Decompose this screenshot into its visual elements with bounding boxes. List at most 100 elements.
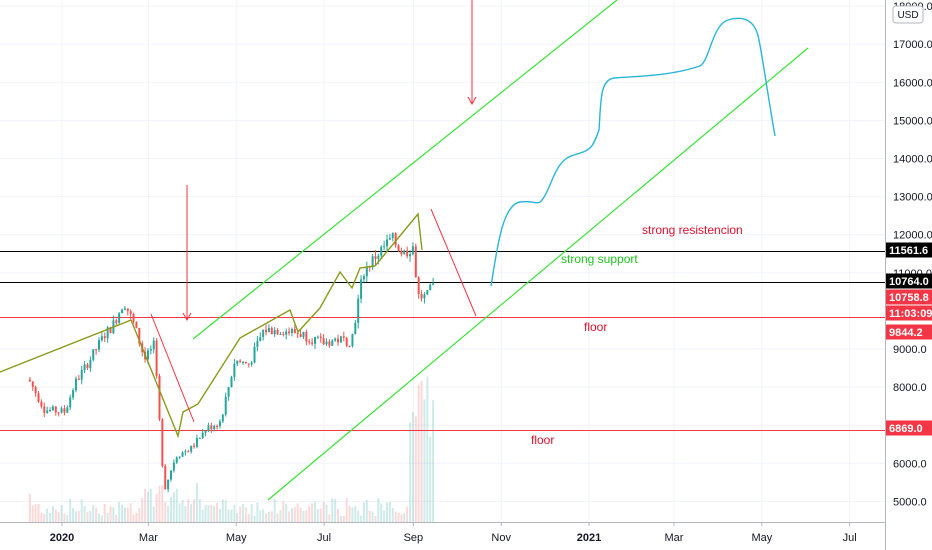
volume-bar: [161, 484, 164, 522]
down-arrow-head: [467, 96, 477, 106]
candle-body: [380, 246, 383, 256]
y-tick-label: 14000.0: [893, 154, 932, 166]
volume-bar: [311, 503, 314, 522]
volume-bar: [60, 505, 63, 522]
channel-lower-line: [267, 47, 809, 501]
candle-body: [103, 336, 106, 339]
channel-upper-line: [192, 0, 618, 340]
volume-bar: [54, 509, 57, 522]
grid: [0, 0, 885, 522]
volume-bar: [285, 503, 288, 522]
volume-bar: [331, 498, 334, 522]
candle-body: [129, 311, 132, 315]
candle-body: [308, 341, 311, 343]
volume-bar: [40, 512, 43, 522]
price-tag-label: 11:03:09: [889, 308, 932, 320]
forecast-curve: [490, 17, 776, 287]
volume-bar: [429, 436, 432, 522]
y-tick-label: 16000.0: [893, 77, 932, 89]
x-tick-label: 2021: [577, 532, 601, 544]
candle-body: [386, 239, 388, 247]
volume-bar: [423, 399, 426, 522]
annotations: strong resistencion strong support floor fl…: [531, 223, 743, 447]
volume-bar: [115, 514, 118, 522]
candle-body: [432, 283, 435, 285]
volume-bar: [224, 500, 227, 522]
volume-bar: [256, 502, 259, 522]
candle-body: [409, 254, 412, 257]
volume-bar: [388, 501, 391, 522]
volume-bar: [34, 504, 37, 522]
volume-bar: [316, 509, 319, 522]
price-tag: 10758.8: [886, 289, 932, 305]
volume-bar: [37, 503, 40, 522]
annotation-label: strong support: [561, 252, 638, 266]
candle-body: [279, 333, 282, 335]
volume-bar: [357, 510, 360, 522]
price-tag-bg: [886, 324, 932, 340]
candle-body: [282, 333, 285, 335]
candle-body: [230, 376, 233, 388]
candle-body: [259, 337, 262, 342]
volume-bar: [98, 513, 100, 522]
candle-body: [256, 341, 259, 347]
volume-bar: [377, 498, 380, 522]
candle-body: [118, 313, 121, 323]
candle-body: [302, 332, 305, 337]
volume-bar: [181, 500, 184, 522]
candle-body: [221, 414, 224, 422]
candle-body: [337, 338, 340, 343]
volume-bar: [244, 507, 247, 522]
candle-body: [383, 246, 386, 248]
volume-bar: [420, 380, 423, 522]
volume-bar: [403, 513, 406, 522]
volume-bar: [348, 505, 351, 522]
candle-body: [121, 309, 124, 314]
volume-bar: [170, 497, 172, 522]
volume-bar: [89, 511, 92, 522]
volume-bar: [213, 505, 216, 522]
candle-body: [420, 294, 423, 299]
candle-body: [69, 397, 72, 408]
currency-badge[interactable]: USD: [892, 5, 924, 24]
candle-body: [77, 378, 80, 380]
volume-bar: [368, 510, 371, 522]
candle-body: [417, 277, 420, 295]
volume-bar: [397, 512, 400, 522]
volume-bar: [86, 512, 89, 522]
volume-bar: [141, 498, 144, 522]
volume-bar: [210, 505, 213, 522]
candle-body: [115, 320, 118, 323]
volume-bar: [414, 416, 417, 522]
volume-bar: [293, 507, 296, 522]
candle-body: [345, 337, 348, 346]
candle-body: [184, 451, 187, 453]
candle-body: [195, 438, 198, 447]
candle-body: [123, 308, 126, 310]
volume-bar: [146, 491, 149, 522]
time-axis[interactable]: 2020 Mar May Jul Sep Nov 2021 Mar May Jul: [50, 522, 857, 544]
y-tick-label: 13000.0: [893, 192, 932, 204]
volume-bar: [69, 498, 72, 522]
volume-bar: [242, 504, 244, 522]
x-tick-label: Jul: [843, 532, 857, 544]
volume-bar: [386, 502, 388, 522]
volume-bar: [365, 499, 368, 522]
volume-bar: [195, 482, 198, 522]
candle-body: [406, 250, 409, 257]
volume-bar: [383, 510, 386, 522]
volume-bar: [351, 507, 354, 522]
volume-bar: [46, 508, 49, 522]
candle-body: [167, 479, 170, 490]
horizontal-level-lines: [0, 251, 885, 431]
candle-body: [411, 246, 414, 255]
x-tick-label: Mar: [139, 532, 158, 544]
candle-body: [46, 410, 49, 413]
volume-bar: [417, 384, 420, 522]
volume-bar: [227, 509, 230, 522]
candle-body: [236, 360, 239, 364]
x-tick-label: Sep: [404, 532, 424, 544]
price-tag: 10764.0: [886, 273, 932, 289]
candle-body: [213, 426, 216, 430]
